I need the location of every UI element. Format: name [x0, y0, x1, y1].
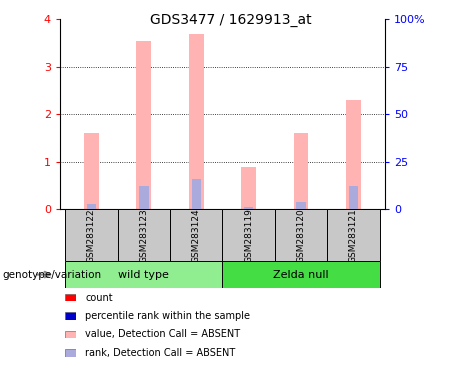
Text: count: count	[85, 293, 113, 303]
Bar	[349, 187, 358, 209]
Bar	[84, 133, 99, 209]
Bar	[118, 209, 170, 261]
Text: GSM283120: GSM283120	[296, 208, 306, 263]
Bar	[87, 204, 96, 209]
Text: rank, Detection Call = ABSENT: rank, Detection Call = ABSENT	[85, 348, 236, 358]
Bar	[241, 167, 256, 209]
Bar	[139, 187, 148, 209]
Bar	[294, 133, 308, 209]
Bar	[296, 202, 306, 209]
Bar	[327, 209, 380, 261]
Text: GDS3477 / 1629913_at: GDS3477 / 1629913_at	[150, 13, 311, 27]
Text: GSM283121: GSM283121	[349, 208, 358, 263]
Bar	[65, 209, 118, 261]
Text: GSM283119: GSM283119	[244, 208, 253, 263]
Bar	[223, 209, 275, 261]
Bar	[223, 261, 380, 288]
Text: value, Detection Call = ABSENT: value, Detection Call = ABSENT	[85, 329, 240, 339]
Text: wild type: wild type	[118, 270, 169, 280]
Bar	[346, 100, 361, 209]
Bar	[65, 261, 223, 288]
Bar	[170, 209, 223, 261]
Bar	[136, 41, 151, 209]
Text: GSM283123: GSM283123	[139, 208, 148, 263]
Bar	[191, 179, 201, 209]
Text: percentile rank within the sample: percentile rank within the sample	[85, 311, 250, 321]
Bar	[275, 209, 327, 261]
Bar	[244, 207, 254, 209]
Text: GSM283122: GSM283122	[87, 208, 96, 263]
Text: genotype/variation: genotype/variation	[2, 270, 101, 280]
Bar	[189, 35, 204, 209]
Text: Zelda null: Zelda null	[273, 270, 329, 280]
Text: GSM283124: GSM283124	[192, 208, 201, 263]
